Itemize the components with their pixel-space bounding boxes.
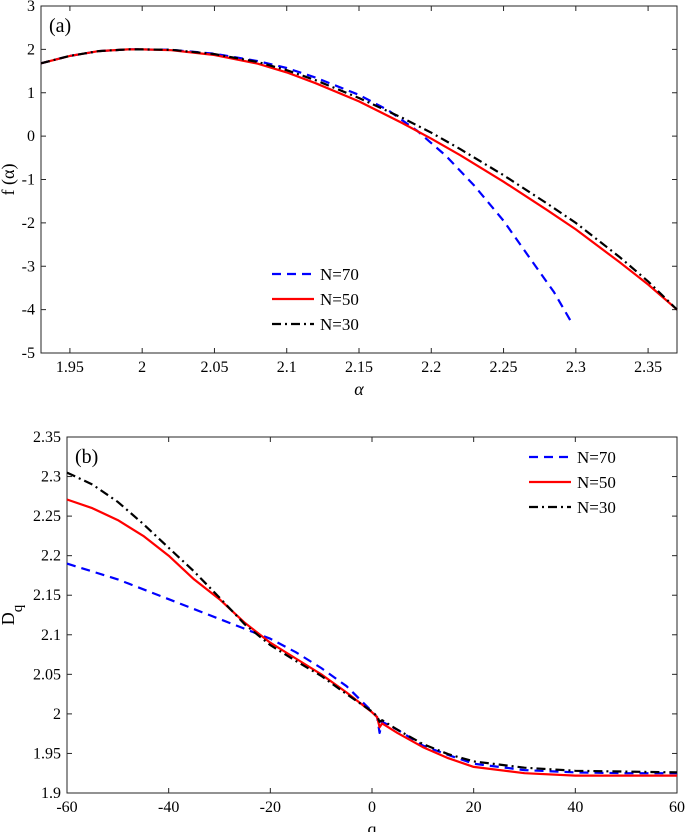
p1-series-line-n-70	[66, 562, 677, 775]
p1-series-line-n-30	[66, 471, 678, 774]
p0-x-axis-label: α	[354, 379, 364, 399]
p0-series-line-n-70	[40, 48, 574, 326]
p0-x-tick-label: 2.05	[200, 359, 228, 376]
p0-y-tick-label: -3	[22, 258, 35, 275]
p0-x-tick-label: 2.3	[566, 359, 586, 376]
p0-y-tick-label: 3	[27, 0, 35, 15]
p0-y-tick-label: -4	[22, 302, 35, 319]
p1-y-tick-label: 2.35	[33, 429, 61, 446]
p1-x-tick-label: -40	[158, 799, 179, 816]
p1-y-axis-label-main: D	[0, 612, 18, 625]
p1-y-tick-label: 2.15	[33, 587, 61, 604]
p1-x-tick-label: 60	[669, 799, 685, 816]
p1-y-axis-label: Dq	[0, 604, 26, 625]
p0-series-line-n-50	[40, 48, 678, 311]
p0-y-axis-label: f (α)	[0, 164, 19, 196]
p0-y-tick-label: -2	[22, 215, 35, 232]
p0-x-tick-label: 2.2	[421, 359, 441, 376]
p0-y-tick-label: 1	[27, 85, 35, 102]
p0-x-tick-label: 2.1	[277, 359, 297, 376]
p1-x-tick-label: -60	[56, 799, 77, 816]
p1-y-tick-label: 2.2	[41, 548, 61, 565]
p0-legend-label: N=70	[320, 265, 359, 284]
p1-x-tick-label: 40	[567, 799, 583, 816]
p0-y-tick-label: 2	[27, 41, 35, 58]
p0-y-tick-label: 0	[27, 128, 35, 145]
p0-x-tick-label: 2	[138, 359, 146, 376]
p1-x-tick-label: 20	[466, 799, 482, 816]
p1-y-tick-label: 1.95	[33, 745, 61, 762]
p0-x-tick-label: 2.25	[490, 359, 518, 376]
p1-x-tick-label: -20	[260, 799, 281, 816]
p1-x-tick-label: 0	[368, 799, 376, 816]
p0-axes-box	[40, 5, 678, 354]
p1-legend-label: N=50	[577, 473, 616, 492]
p1-y-tick-label: 2.05	[33, 666, 61, 683]
p0-series-line-n-30	[40, 48, 678, 311]
p1-panel-label: (b)	[75, 446, 98, 468]
p0-x-tick-label: 1.95	[56, 359, 84, 376]
p1-y-tick-label: 2.3	[41, 469, 61, 486]
p1-series-line-n-50	[66, 498, 677, 777]
p1-y-tick-label: 2	[53, 706, 61, 723]
p1-legend-label: N=70	[577, 448, 616, 467]
panel-a-chart: 1.95 2 2.05 2.1 2.15 2.2 2.25 2.3 2.35 -5 -4 -3 -2 -1…	[0, 0, 678, 399]
p1-legend-label: N=30	[577, 498, 616, 517]
p0-x-tick-label: 2.35	[634, 359, 662, 376]
panel-b-chart: -60 -40 -20 0 20 40 60 1.9 1.95 2 2.05 2.1 2.15 2.2 2.…	[0, 429, 685, 832]
p0-x-tick-label: 2.15	[345, 359, 373, 376]
p0-panel-label: (a)	[49, 15, 71, 37]
p0-y-tick-label: -1	[22, 172, 35, 189]
p1-y-axis-label-subscript: q	[10, 604, 26, 612]
p1-y-tick-label: 1.9	[41, 785, 61, 802]
p1-x-axis-label: q	[368, 819, 377, 832]
p0-legend-label: N=30	[320, 315, 359, 334]
p0-legend-label: N=50	[320, 290, 359, 309]
p1-y-tick-label: 2.1	[41, 627, 61, 644]
p0-y-tick-label: -5	[22, 345, 35, 362]
p1-y-tick-label: 2.25	[33, 508, 61, 525]
